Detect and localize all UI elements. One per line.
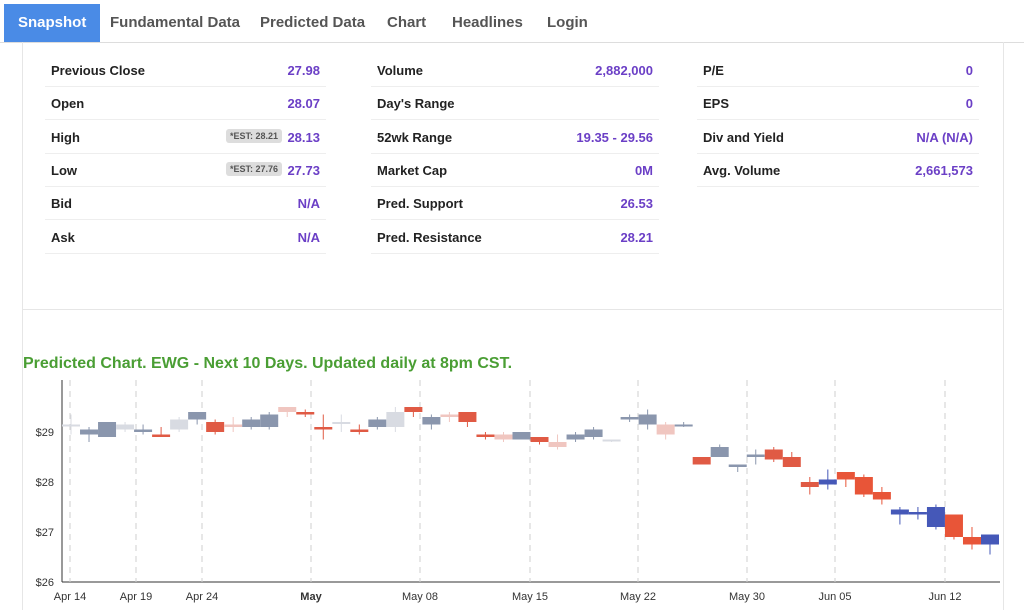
stat-value: 28.07 xyxy=(287,96,320,112)
tab-predicted-data[interactable]: Predicted Data xyxy=(260,14,366,31)
stat-row: Ask N/A xyxy=(45,220,326,254)
stat-row: EPS 0 xyxy=(697,86,979,121)
divider xyxy=(22,309,1002,310)
stat-label: Avg. Volume xyxy=(703,162,781,178)
stat-value: 2,661,573 xyxy=(915,162,973,178)
stat-row: 52wk Range 19.35 - 29.56 xyxy=(371,120,659,154)
tab-bar: Snapshot Fundamental Data Predicted Data… xyxy=(0,0,1024,43)
stat-label: High xyxy=(51,129,80,145)
stat-label: Div and Yield xyxy=(703,129,784,145)
stat-row: Bid N/A xyxy=(45,186,326,221)
stat-label: 52wk Range xyxy=(377,129,453,145)
stat-row: P/E 0 xyxy=(697,53,979,87)
stat-value: 28.21 xyxy=(620,229,653,245)
stat-label: P/E xyxy=(703,63,724,78)
stat-label: Open xyxy=(51,96,85,112)
stat-row: Market Cap 0M xyxy=(371,153,659,187)
stat-value: 2,882,000 xyxy=(595,63,653,78)
stat-value: 0 xyxy=(965,96,973,112)
chart-title: Predicted Chart. EWG - Next 10 Days. Upd… xyxy=(23,355,513,372)
stat-label: Low xyxy=(51,162,77,178)
stat-value: 27.73 xyxy=(287,162,320,178)
stat-row: High 28.13 *EST: 28.21 xyxy=(45,120,326,154)
stat-value: 28.13 xyxy=(287,129,320,145)
stat-row: Low 27.73 *EST: 27.76 xyxy=(45,153,326,187)
stat-value: 0 xyxy=(965,63,973,78)
stat-row: Div and Yield N/A (N/A) xyxy=(697,120,979,154)
tab-chart[interactable]: Chart xyxy=(387,14,427,31)
stat-row: Open 28.07 xyxy=(45,86,326,121)
stat-label: Bid xyxy=(51,196,72,212)
stat-value: N/A xyxy=(297,196,320,212)
stat-label: Volume xyxy=(377,63,423,78)
stat-value: 26.53 xyxy=(620,196,653,212)
estimate-badge: *EST: 27.76 xyxy=(225,161,282,176)
stat-value: 27.98 xyxy=(287,63,320,78)
stat-label: EPS xyxy=(703,96,730,112)
stat-label: Pred. Resistance xyxy=(377,229,482,245)
stat-row: Avg. Volume 2,661,573 xyxy=(697,153,979,187)
stat-label: Pred. Support xyxy=(377,196,463,212)
tab-snapshot[interactable]: Snapshot xyxy=(4,4,101,42)
stat-value: N/A (N/A) xyxy=(916,129,973,145)
stat-value: N/A xyxy=(297,229,320,245)
stat-row: Day's Range xyxy=(371,86,659,121)
stat-row: Volume 2,882,000 xyxy=(371,53,659,87)
stat-label: Ask xyxy=(51,229,75,245)
stat-value: 19.35 - 29.56 xyxy=(576,129,653,145)
snapshot-panel xyxy=(22,42,1004,610)
stat-value: 0M xyxy=(634,162,653,178)
stat-label: Previous Close xyxy=(51,63,145,78)
tab-login[interactable]: Login xyxy=(547,14,588,31)
stat-row: Previous Close 27.98 xyxy=(45,53,326,87)
stat-label: Market Cap xyxy=(377,162,448,178)
tab-fundamental-data[interactable]: Fundamental Data xyxy=(110,14,241,31)
estimate-badge: *EST: 28.21 xyxy=(225,128,282,143)
stat-label: Day's Range xyxy=(377,96,455,112)
stat-row: Pred. Resistance 28.21 xyxy=(371,220,659,254)
stat-row: Pred. Support 26.53 xyxy=(371,186,659,221)
tab-headlines[interactable]: Headlines xyxy=(452,14,523,31)
